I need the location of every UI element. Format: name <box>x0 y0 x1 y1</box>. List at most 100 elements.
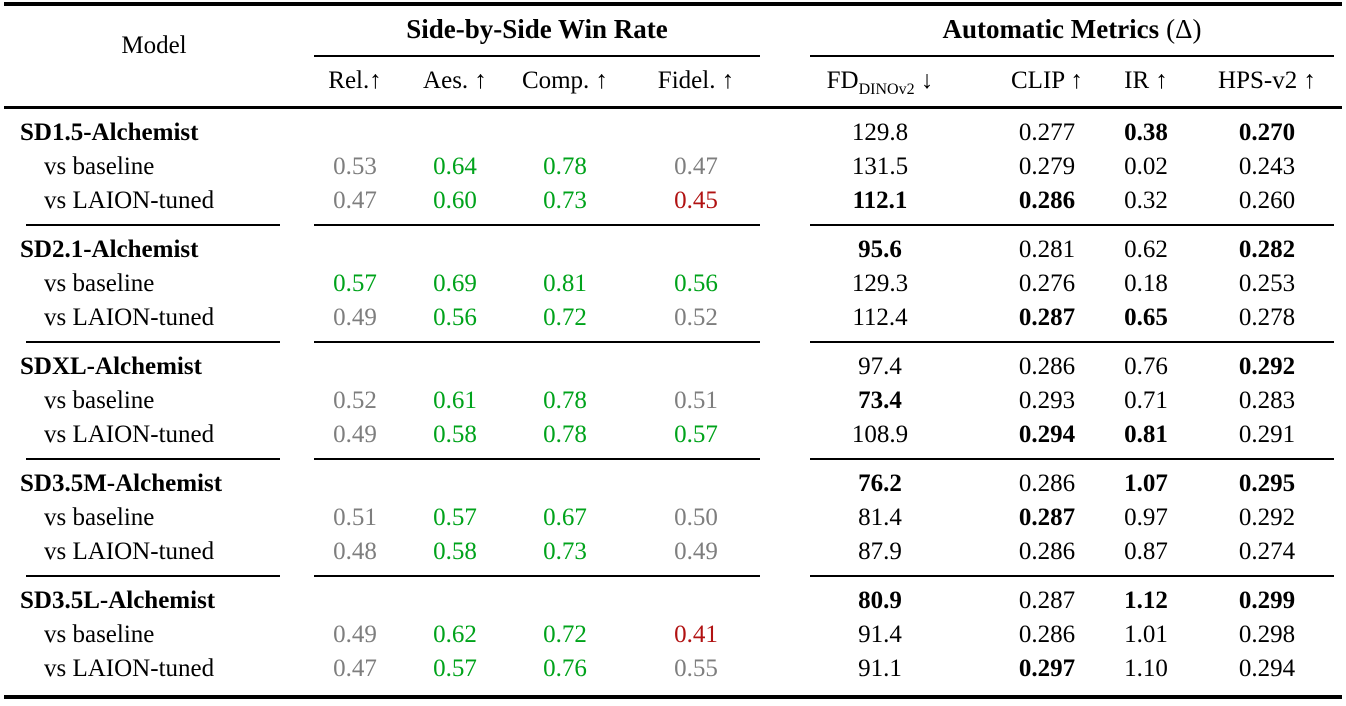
model-main-row: SDXL-Alchemist 97.4 0.286 0.76 0.292 <box>4 350 1342 384</box>
group-header-row: Model Side-by-Side Win Rate Automatic Me… <box>4 4 1342 109</box>
win-rate-cell: 0.58 <box>433 421 477 448</box>
separator-rule-segment <box>304 335 766 350</box>
separator-rule-segment <box>4 452 304 467</box>
win-rate-cell <box>504 584 626 618</box>
win-rate-cell: 0.53 <box>333 153 377 180</box>
metric-cell: 97.4 <box>858 353 902 380</box>
group-separator-row <box>4 569 1342 584</box>
model-sub-row: vs baseline 0.49 0.62 0.72 0.41 91.4 0.286 1.01… <box>4 618 1342 652</box>
column-header-fidel: Fidel. ↑ <box>626 57 766 109</box>
win-rate-cell <box>406 584 504 618</box>
metrics-group-label: Automatic Metrics <box>942 14 1160 44</box>
metric-cell: 108.9 <box>851 421 909 448</box>
metric-cell: 76.2 <box>858 470 902 497</box>
win-rate-cell: 0.47 <box>333 655 377 682</box>
model-sub-row: vs LAION-tuned 0.47 0.60 0.73 0.45 112.1 0.286… <box>4 184 1342 218</box>
win-rate-cell <box>304 233 406 267</box>
metric-cell: 0.260 <box>1238 187 1296 214</box>
win-rate-cell: 0.67 <box>543 504 587 531</box>
metric-cell: 0.287 <box>1018 304 1076 331</box>
win-rate-cell <box>626 233 766 267</box>
metric-cell: 0.297 <box>1018 655 1076 682</box>
win-rate-cell: 0.76 <box>543 655 587 682</box>
separator-rule-segment <box>766 569 1342 584</box>
separator-rule-segment <box>766 218 1342 233</box>
win-rate-cell: 0.57 <box>674 421 718 448</box>
table-header: Model Side-by-Side Win Rate Automatic Me… <box>4 4 1343 109</box>
win-rate-cell <box>504 108 626 151</box>
model-name-label: SDXL-Alchemist <box>20 353 202 380</box>
metric-cell: 1.10 <box>1124 655 1168 682</box>
metric-cell: 0.292 <box>1238 504 1296 531</box>
win-rate-cell <box>406 350 504 384</box>
comparison-row-label: vs LAION-tuned <box>44 538 215 565</box>
model-main-row: SD2.1-Alchemist 95.6 0.281 0.62 0.282 <box>4 233 1342 267</box>
metric-cell: 0.293 <box>1018 387 1076 414</box>
win-rate-cell <box>626 108 766 151</box>
column-header-fd-dinov2: FDDINOv2 ↓ <box>766 57 994 109</box>
win-rate-cell: 0.51 <box>674 387 718 414</box>
comparison-row-label: vs baseline <box>44 153 155 180</box>
metric-cell: 0.287 <box>1018 504 1076 531</box>
win-rate-cell: 0.47 <box>333 187 377 214</box>
comparison-row-label: vs baseline <box>44 270 155 297</box>
win-rate-cell: 0.58 <box>433 538 477 565</box>
win-rate-cell: 0.49 <box>674 538 718 565</box>
win-rate-cell <box>504 233 626 267</box>
win-rate-cell <box>504 467 626 501</box>
win-rate-cell <box>304 108 406 151</box>
metric-cell: 95.6 <box>858 236 902 263</box>
model-main-row: SD3.5M-Alchemist 76.2 0.286 1.07 0.295 <box>4 467 1342 501</box>
win-rate-cell: 0.50 <box>674 504 718 531</box>
comparison-row-label: vs baseline <box>44 621 155 648</box>
metric-cell: 0.277 <box>1018 119 1076 146</box>
metric-cell: 0.283 <box>1238 387 1296 414</box>
win-rate-cell: 0.49 <box>333 304 377 331</box>
column-header-model: Model <box>4 4 304 109</box>
metric-cell: 0.76 <box>1124 353 1168 380</box>
comparison-row-label: vs LAION-tuned <box>44 187 215 214</box>
model-name-label: SD3.5M-Alchemist <box>20 470 223 497</box>
model-name-label: SD1.5-Alchemist <box>20 119 199 146</box>
model-name-label: SD3.5L-Alchemist <box>20 587 216 614</box>
win-rate-cell <box>626 584 766 618</box>
model-sub-row: vs baseline 0.57 0.69 0.81 0.56 129.3 0.276 0.1… <box>4 267 1342 301</box>
win-rate-cell: 0.56 <box>674 270 718 297</box>
metric-cell: 91.1 <box>858 655 902 682</box>
metric-cell: 0.291 <box>1238 421 1296 448</box>
separator-rule-segment <box>304 569 766 584</box>
separator-rule-segment <box>766 335 1342 350</box>
win-rate-cell <box>304 584 406 618</box>
metric-cell: 0.253 <box>1238 270 1296 297</box>
win-rate-cell: 0.61 <box>433 387 477 414</box>
separator-rule-segment <box>304 218 766 233</box>
win-rate-group-label: Side-by-Side Win Rate <box>406 14 668 44</box>
win-rate-cell: 0.41 <box>674 621 718 648</box>
win-rate-cell: 0.57 <box>433 655 477 682</box>
win-rate-cell: 0.62 <box>433 621 477 648</box>
metric-cell: 0.87 <box>1124 538 1168 565</box>
comparison-row-label: vs baseline <box>44 387 155 414</box>
metric-cell: 0.38 <box>1124 119 1168 146</box>
metric-cell: 0.287 <box>1018 587 1076 614</box>
win-rate-cell: 0.45 <box>674 187 718 214</box>
group-header-metrics: Automatic Metrics (Δ) <box>766 4 1342 57</box>
metric-cell: 0.286 <box>1018 538 1076 565</box>
win-rate-cell: 0.78 <box>543 421 587 448</box>
results-table: Model Side-by-Side Win Rate Automatic Me… <box>4 2 1343 699</box>
metric-cell: 0.32 <box>1124 187 1168 214</box>
column-header-rel: Rel.↑ <box>304 57 406 109</box>
metric-cell: 0.292 <box>1238 353 1296 380</box>
down-arrow-icon: ↓ <box>914 67 934 94</box>
metric-cell: 0.279 <box>1018 153 1076 180</box>
model-sub-row: vs LAION-tuned 0.49 0.56 0.72 0.52 112.4 0.287… <box>4 301 1342 335</box>
separator-rule-segment <box>766 452 1342 467</box>
win-rate-cell: 0.51 <box>333 504 377 531</box>
win-rate-cell: 0.81 <box>543 270 587 297</box>
win-rate-cell <box>504 350 626 384</box>
win-rate-cell: 0.69 <box>433 270 477 297</box>
metric-cell: 0.278 <box>1238 304 1296 331</box>
model-sub-row: vs baseline 0.52 0.61 0.78 0.51 73.4 0.293 0.71… <box>4 384 1342 418</box>
column-header-comp: Comp. ↑ <box>504 57 626 109</box>
win-rate-cell: 0.57 <box>333 270 377 297</box>
